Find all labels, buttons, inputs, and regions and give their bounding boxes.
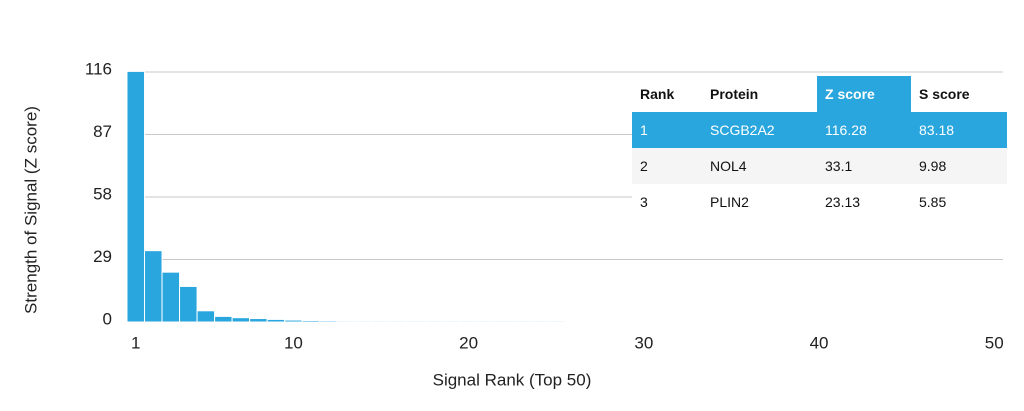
header-cell: Protein [702,76,817,112]
bar [319,320,338,323]
table-cell: 83.18 [919,122,955,138]
bar [231,317,251,323]
bar [704,320,724,323]
bar [389,320,408,323]
bar [722,320,741,323]
bar [354,320,373,323]
table-cell: 116.28 [825,122,867,138]
table-cell: 5.85 [919,194,947,210]
bar [827,320,846,323]
table-cell: 23.13 [825,194,861,210]
bar [862,320,881,323]
bar [476,320,496,323]
bar [196,310,216,323]
bar [424,320,443,323]
bar [249,318,268,323]
bar [371,320,391,323]
bar [441,320,461,323]
header-cell: Rank [632,76,702,112]
bar [687,320,706,323]
bar [652,320,671,323]
table-cell: 3 [640,194,648,210]
score-table: Rank Protein Z score S score 1 SCGB2A2 116.28 8… [632,76,1007,220]
x-tick-label: 30 [634,333,653,352]
bar [494,320,513,323]
bar [214,315,233,323]
x-tick-label: 50 [985,333,1004,352]
bar [914,320,934,323]
bar [599,320,619,323]
table-cell: 9.98 [919,158,947,174]
bar [879,320,899,323]
bar [144,250,163,323]
bar [932,320,951,323]
table-row: 1 SCGB2A2 116.28 83.18 [632,112,1007,148]
x-tick-label: 20 [459,333,478,352]
bar [546,320,566,323]
bar [161,271,181,323]
bar [792,320,811,323]
table-cell: 2 [640,158,648,174]
table-cell: NOL4 [710,158,747,174]
y-tick-label: 87 [93,122,112,141]
table-cell: 33.1 [825,158,853,174]
bar [529,320,548,323]
bar [459,320,478,323]
header-cell: Z score [817,76,911,112]
table-header: Rank Protein Z score S score [632,76,1007,112]
x-tick-label: 1 [131,333,140,352]
bar [406,320,426,323]
bar [266,318,286,323]
header-cell: S score [911,76,1007,112]
bar [179,285,198,323]
bar [844,320,864,323]
table-cell: SCGB2A2 [710,122,775,138]
bar [336,320,356,323]
bar [669,320,689,323]
y-tick-label: 58 [93,184,112,203]
bar [897,320,916,323]
y-axis-label: Strength of Signal (Z score) [21,106,40,314]
bar [739,320,759,323]
bar [774,320,794,323]
bar [757,320,776,323]
bar [984,320,1004,323]
table-cell: PLIN2 [710,194,749,210]
bar [809,320,829,323]
y-tick-label: 29 [93,247,112,266]
y-tick-label: 0 [103,309,112,328]
bar [967,320,986,323]
bar [511,320,531,323]
bar [284,319,303,323]
bar [126,70,146,323]
bar [564,320,584,323]
x-axis-label: Signal Rank (Top 50) [433,370,592,389]
bar [949,320,969,323]
bar [582,320,601,323]
bar [301,319,321,323]
x-tick-label: 40 [810,333,829,352]
table-row: 2 NOL4 33.1 9.98 [632,148,1007,184]
bar [634,320,654,323]
table-row: 3 PLIN2 23.13 5.85 [632,184,1007,220]
table-cell: 1 [640,122,648,138]
x-tick-label: 10 [284,333,303,352]
bar [617,320,636,323]
y-tick-label: 116 [85,59,112,78]
